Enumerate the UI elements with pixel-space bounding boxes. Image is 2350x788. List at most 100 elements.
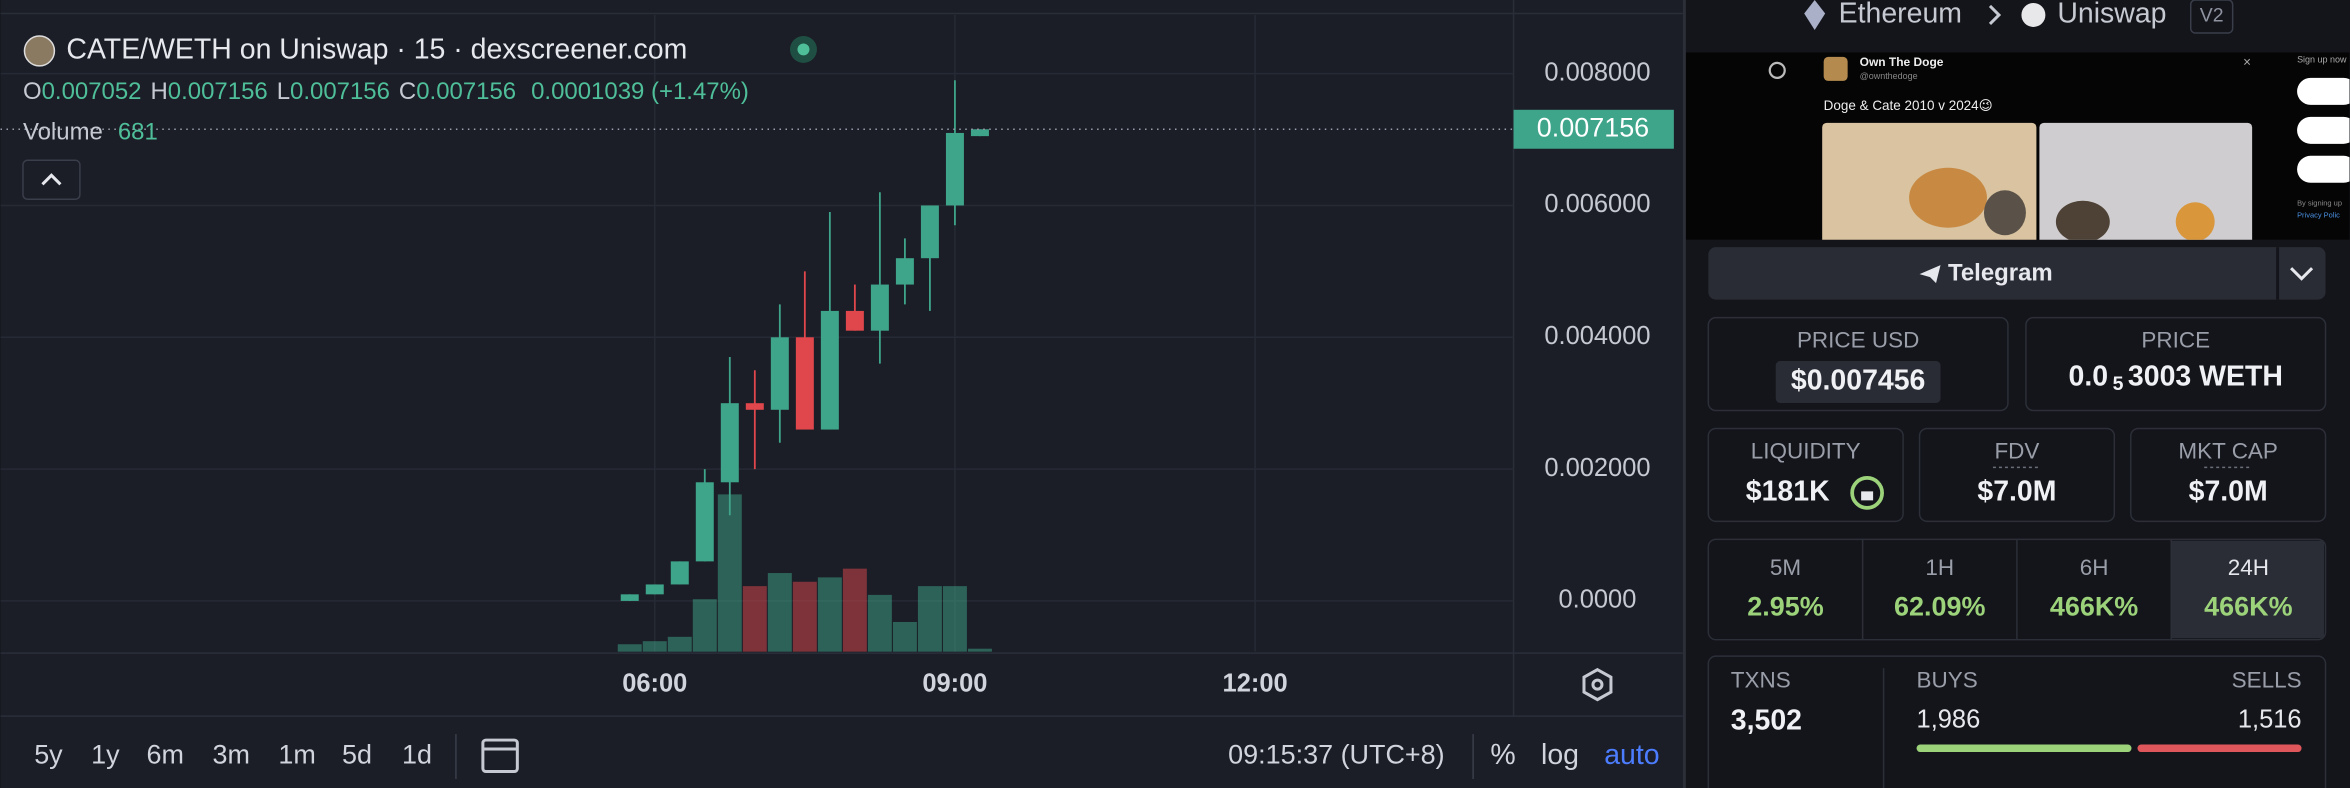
y-tick-label: 0.004000: [1544, 322, 1650, 350]
breadcrumb-dex[interactable]: Uniswap: [2057, 0, 2166, 29]
side-button[interactable]: [2297, 77, 2350, 105]
lock-ring: [1850, 476, 1884, 510]
plot: [617, 80, 992, 652]
scale-option[interactable]: %: [1490, 739, 1515, 771]
avatar: [1823, 56, 1848, 81]
ohlc-value: 0.007156: [290, 78, 390, 105]
last-price-box: [1513, 109, 1674, 149]
stat-label: FDV: [1994, 438, 2039, 463]
last-price-label: 0.007156: [1537, 112, 1649, 142]
txns-label: TXNS: [1731, 668, 1791, 693]
chevron-up: [41, 173, 62, 186]
telegram-button[interactable]: [1708, 247, 2326, 300]
ohlc-key: C: [399, 78, 416, 105]
side-button[interactable]: [2297, 116, 2350, 144]
photo-cat: [1983, 190, 2026, 236]
range-buttons: 5y 1y 6m 3m 1m 5d 1d: [34, 740, 432, 770]
range-button[interactable]: 6m: [147, 740, 184, 770]
side-button[interactable]: [2297, 155, 2350, 183]
range-button[interactable]: 1m: [278, 740, 315, 770]
period-tab-active[interactable]: [2171, 540, 2325, 639]
stat-value: $7.0M: [2189, 475, 2268, 507]
breadcrumb-chain[interactable]: Ethereum: [1839, 0, 1962, 29]
volume-bar: [817, 577, 842, 652]
media: Own The Doge @ownthedoge Doge & Cate 201…: [1685, 52, 2350, 240]
stat-value: $0.007456: [1791, 365, 1926, 397]
y-tick-label: 0.0000: [1559, 586, 1637, 614]
calendar-icon[interactable]: [481, 738, 519, 774]
buys-bar: [1916, 744, 2132, 753]
range-button[interactable]: 1d: [402, 740, 432, 770]
period-value: 466K%: [2204, 591, 2292, 621]
volume-bar: [692, 599, 717, 652]
period-label: 1H: [1925, 555, 1954, 580]
buys-label: BUYS: [1917, 668, 1978, 693]
volume-bar: [667, 636, 692, 652]
y-tick-label: 0.006000: [1544, 190, 1650, 218]
txns-value: 3,502: [1731, 705, 1802, 737]
side-signup: Sign up now: [2297, 54, 2347, 64]
volume-bar: [967, 648, 992, 652]
side-terms: By signing up: [2297, 199, 2342, 208]
value-highlight: [1775, 361, 1941, 403]
stat-label: LIQUIDITY: [1751, 438, 1861, 463]
sells-label: SELLS: [2232, 668, 2302, 693]
stat-label: PRICE: [2141, 328, 2210, 353]
ohlc-key: L: [277, 78, 290, 105]
scale-option[interactable]: log: [1541, 739, 1579, 771]
range-button[interactable]: 5d: [342, 740, 372, 770]
volume-bar: [917, 586, 942, 652]
pair-title: CATE/WETH on Uniswap · 15 · dexscreener.…: [66, 33, 687, 65]
period-value: 466K%: [2050, 591, 2138, 621]
x-tick-label: 12:00: [1223, 669, 1288, 697]
ethereum-icon: [1804, 0, 1826, 30]
sells-value: 1,516: [2238, 705, 2302, 733]
dropdown-chevron[interactable]: [2290, 267, 2314, 281]
ohlc-key: O: [23, 78, 42, 105]
photo-cat: [2055, 200, 2110, 240]
lock-icon: [1861, 491, 1874, 501]
volume-bar: [892, 621, 917, 652]
volume-value: 681: [118, 119, 158, 146]
volume-bar: [942, 586, 967, 652]
settings-icon-center: [1591, 678, 1604, 691]
candle-body: [945, 132, 964, 206]
buys-value: 1,986: [1917, 705, 1981, 733]
tweet-name: Own The Doge: [1860, 55, 1944, 69]
ohlc-row: O0.007052 H0.007156 L0.007156 C0.007156 0.00…: [23, 78, 749, 105]
axes: 0.008000 0.006000 0.004000 0.002000 0.0000 06…: [0, 58, 1674, 697]
stat-label: PRICE USD: [1797, 328, 1919, 353]
period-value: 62.09%: [1894, 591, 1985, 621]
volume-bar: [867, 594, 892, 652]
range-button[interactable]: 3m: [212, 740, 249, 770]
stat-box: [1707, 316, 2009, 412]
tweet-handle: @ownthedoge: [1860, 71, 1918, 81]
candle-body: [970, 129, 989, 137]
range-button[interactable]: 1y: [91, 740, 120, 770]
volume-bar: [792, 581, 817, 652]
tweet-text: Doge & Cate 2010 v 2024😉: [1824, 98, 1993, 113]
scale-option[interactable]: auto: [1604, 739, 1659, 771]
candle-body: [770, 337, 789, 410]
price-part: 0.0: [2069, 360, 2109, 392]
tweet-close[interactable]: ×: [2243, 54, 2251, 69]
settings-icon[interactable]: [1582, 667, 1613, 702]
candle-body: [745, 403, 764, 410]
candle-body: [695, 482, 714, 562]
candle-body: [920, 205, 939, 259]
collapse-button[interactable]: [22, 159, 81, 200]
side-privacy: Privacy Polic: [2297, 211, 2340, 220]
uniswap-icon: [2021, 2, 2046, 27]
x-tick-label: 06:00: [622, 669, 687, 697]
clock: 09:15:37 (UTC+8): [1228, 740, 1444, 770]
stat-box: [2130, 427, 2327, 523]
chart-background: [0, 0, 1683, 788]
stat-box: [1707, 655, 2327, 788]
stat-value: $181K: [1746, 475, 1830, 507]
candle-body: [720, 403, 739, 483]
range-button[interactable]: 5y: [34, 740, 63, 770]
photo-dog: [2175, 202, 2215, 240]
candle-body: [820, 310, 839, 430]
